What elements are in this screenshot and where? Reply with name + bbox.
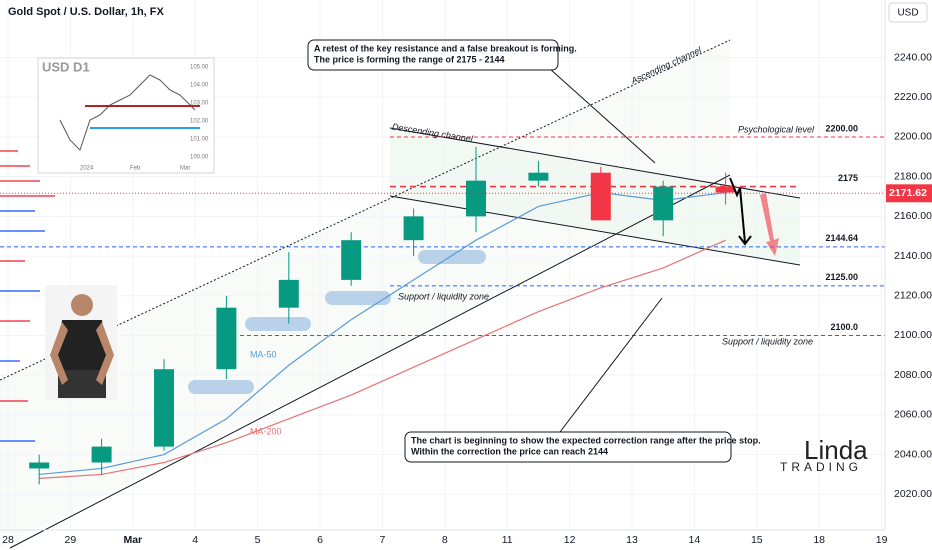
candle-body: [403, 216, 424, 241]
y-tick-label: 2180.00: [894, 170, 932, 182]
note: Within the correction the price can reac…: [411, 446, 608, 456]
inset-price: [59, 74, 196, 151]
candle-body: [154, 369, 174, 447]
series-label: MA-200: [250, 426, 282, 436]
x-tick-label: 14: [689, 534, 701, 546]
x-tick-label: 5: [255, 534, 261, 546]
plot: 2200.00 2175 2144.64 2125.00 2100.0 MA-50 MA-2…: [0, 123, 885, 485]
y-tick-label: 2120.00: [894, 290, 932, 302]
y-tick-label: 2060.00: [894, 409, 932, 421]
liquidity-zone: [418, 250, 486, 264]
note: A retest of the key resistance and a fal…: [314, 43, 577, 53]
symbol-title: Gold Spot / U.S. Dollar, 1h, FX: [8, 6, 165, 18]
x-tick-label: 29: [65, 534, 77, 546]
logo-tagline: TRADING: [780, 460, 862, 474]
y-tick-label: 2160.00: [894, 210, 932, 222]
moving-average: [39, 191, 726, 476]
inset-axis: 105.00 104.00 103.00 102.00 101.00 100.00 2024…: [80, 65, 209, 172]
x-tick-label: 28: [2, 534, 14, 546]
series-label: MA-50: [250, 349, 277, 359]
currency-button[interactable]: [888, 2, 928, 23]
inset-y-label: 103.00: [190, 101, 209, 107]
y-tick-label: 2080.00: [894, 369, 932, 381]
candle-body: [216, 307, 237, 370]
x-tick-label: 13: [626, 534, 638, 546]
y-tick-label: 2100.00: [894, 329, 932, 341]
y-tick-label: 2200.00: [894, 131, 932, 143]
inset-y-label: 102.00: [190, 119, 209, 125]
y-tick-label: 2220.00: [894, 91, 932, 103]
y-tick-label: 2240.00: [894, 51, 932, 63]
x-tick-label: 19: [876, 534, 888, 546]
x-tick-label: 12: [564, 534, 576, 546]
candle-body: [590, 172, 611, 221]
liquidity-zone: [188, 380, 254, 394]
person-figure: [45, 285, 117, 400]
level-label: 2100.0: [830, 322, 858, 332]
logo-name: Linda: [804, 435, 868, 465]
x-tick-label: 7: [379, 534, 385, 546]
moving-average: [39, 239, 726, 479]
y-tick-label: 2020.00: [894, 488, 932, 500]
x-tick-label: Mar: [123, 534, 142, 546]
current-price-label: 2171.62: [889, 187, 927, 199]
y-tick-label: 2040.00: [894, 448, 932, 460]
inset: [37, 57, 215, 174]
inset-y-label: 105.00: [190, 65, 209, 71]
inset-x-label: Feb: [130, 166, 141, 172]
currency[interactable]: USD: [897, 8, 918, 19]
candle-body: [653, 186, 674, 221]
zone-label: Support / liquidity zone: [398, 291, 489, 301]
note: The price is forming the range of 2175 -…: [314, 54, 505, 64]
note: The chart is beginning to show the expec…: [411, 435, 761, 445]
zone-label: Support / liquidity zone: [722, 336, 813, 346]
descending-channel-lower: [389, 195, 801, 266]
arrowhead: [738, 235, 752, 246]
x-tick-label: 4: [192, 534, 198, 546]
pointer: [559, 297, 663, 433]
level-label: 2200.00: [825, 123, 858, 133]
candle-body: [715, 186, 736, 193]
grid: [0, 0, 885, 530]
level-label: 2125.00: [825, 272, 858, 282]
x-tick-label: 18: [813, 534, 825, 546]
x-tick-label: 15: [751, 534, 763, 546]
inset-y-label: 101.00: [190, 137, 209, 143]
candle-body: [278, 279, 299, 308]
candle-body: [91, 446, 112, 463]
note-box: [404, 431, 732, 463]
inset-title: USD D1: [42, 59, 90, 74]
x-tick-label: 8: [442, 534, 448, 546]
inset-x-label: 2024: [80, 166, 94, 172]
volume-profile: [0, 150, 55, 442]
inset-y-label: 104.00: [190, 83, 209, 89]
candle-body: [528, 172, 549, 181]
projection-arrow-red: [760, 193, 779, 256]
projection-arrow: [729, 177, 746, 244]
current-price-box: [886, 184, 932, 203]
zone-label: Psychological level: [738, 124, 815, 134]
ascending-channel-lower: [9, 174, 731, 549]
inset-y-label: 100.00: [190, 155, 209, 161]
y-tick-label: 2140.00: [894, 250, 932, 262]
x-tick-label: 11: [502, 534, 513, 546]
level-label: 2175: [838, 173, 858, 183]
x-tick-label: 6: [317, 534, 323, 546]
liquidity-zone: [325, 291, 391, 305]
candle-body: [466, 180, 486, 217]
level-label: 2144.64: [825, 233, 858, 243]
liquidity-zone: [245, 317, 311, 331]
candle-body: [29, 462, 50, 469]
pointer: [539, 59, 656, 164]
candle-body: [341, 240, 362, 280]
axes: 2020.00 2040.00 2060.00 2080.00 2100.00 2120.…: [2, 51, 932, 546]
note-box: [307, 39, 559, 71]
inset-x-label: Mar: [180, 166, 190, 172]
